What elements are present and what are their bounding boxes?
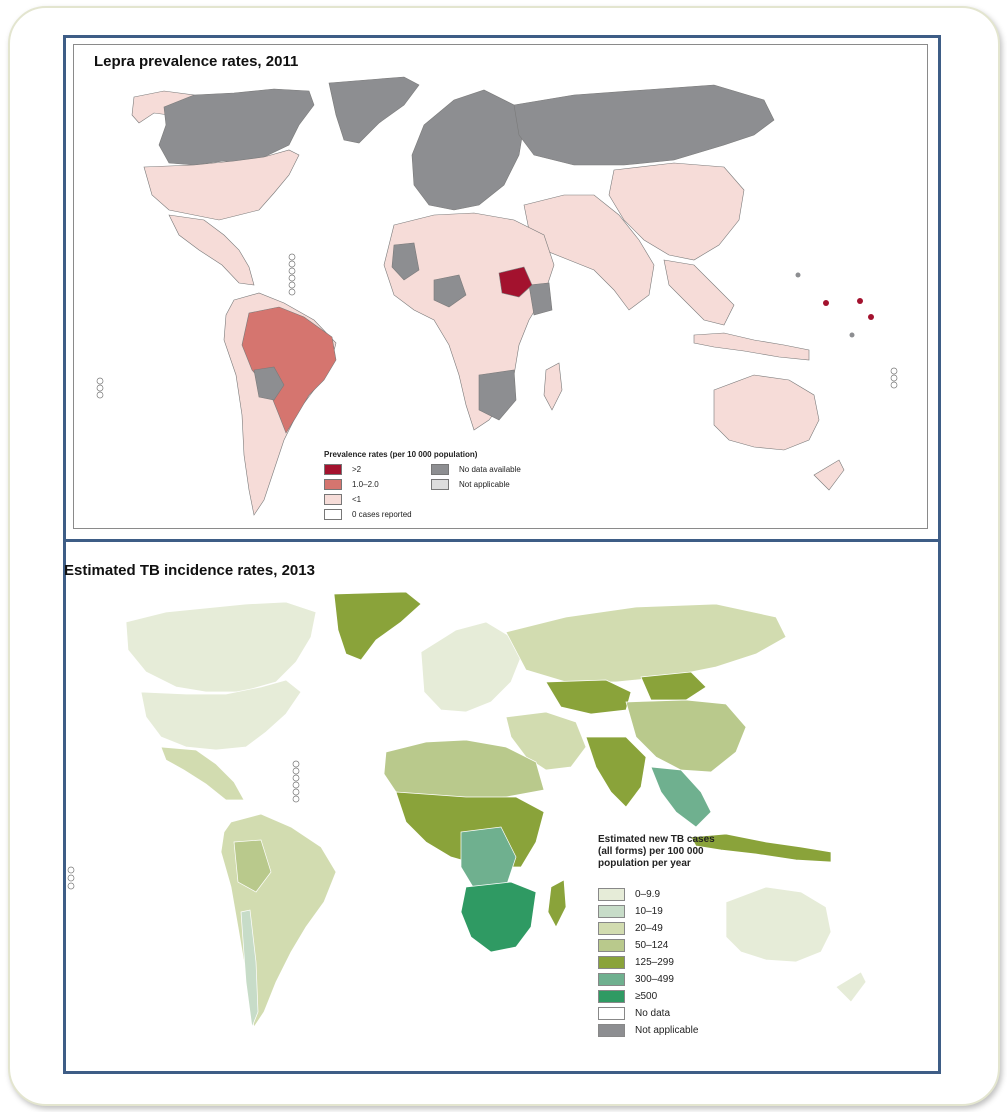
legend-swatch [598, 905, 625, 918]
chile-region [240, 909, 259, 1029]
mongolia-region [640, 671, 707, 701]
tb-world-map [67, 591, 867, 1029]
southern-africa-nodata [478, 369, 517, 421]
legend-swatch [598, 1024, 625, 1037]
tb-legend-item: 125–299 [598, 956, 674, 969]
legend-swatch [324, 494, 342, 505]
leprosy-map-title: Lepra prevalence rates, 2011 [94, 53, 299, 70]
tb-legend-item: 50–124 [598, 939, 668, 952]
pacific-island-1 [823, 300, 829, 306]
tb-legend-item: No data [598, 1007, 670, 1020]
bolivia-region [253, 366, 285, 401]
leprosy-legend-item: >2 [324, 464, 361, 475]
canada-region [158, 88, 315, 166]
southeast-asia-region [663, 259, 735, 326]
central-asia-region [545, 679, 632, 715]
tb-map-panel: Estimated TB incidence rates, 2013 Estim… [63, 539, 941, 1074]
madagascar-region [543, 362, 563, 411]
legend-swatch [431, 479, 449, 490]
greenland-region [333, 591, 422, 661]
east-africa-nodata [528, 282, 553, 316]
legend-swatch [324, 464, 342, 475]
indonesia-region [693, 332, 810, 361]
legend-swatch [598, 1007, 625, 1020]
leprosy-world-map [96, 76, 898, 516]
leprosy-legend-item: 0 cases reported [324, 509, 412, 520]
bolivia-peru-region [233, 839, 272, 893]
greenland-region [328, 76, 420, 144]
south-sudan-region [498, 266, 533, 298]
tb-legend-item: 0–9.9 [598, 888, 660, 901]
legend-swatch [324, 509, 342, 520]
leprosy-legend-item: No data available [431, 464, 521, 475]
leprosy-legend-title: Prevalence rates (per 10 000 population) [324, 450, 478, 459]
russia-region [513, 84, 775, 166]
leprosy-legend: Prevalence rates (per 10 000 population)… [324, 450, 624, 530]
europe-region [420, 621, 522, 713]
pacific-island-5 [849, 332, 855, 338]
leprosy-legend-item: 1.0–2.0 [324, 479, 379, 490]
pacific-island-3 [868, 314, 874, 320]
legend-swatch [324, 479, 342, 490]
legend-swatch [598, 973, 625, 986]
legend-swatch [598, 956, 625, 969]
legend-swatch [598, 922, 625, 935]
legend-swatch [598, 939, 625, 952]
southeast-asia-region [650, 766, 712, 828]
legend-swatch [598, 990, 625, 1003]
tb-legend-title: Estimated new TB cases (all forms) per 1… [598, 834, 715, 869]
australia-region [725, 886, 832, 963]
leprosy-map-panel: Lepra prevalence rates, 2011 Prevalence … [63, 35, 941, 542]
new-zealand-region [835, 971, 867, 1003]
india-region [585, 736, 647, 808]
north-america-north-region [125, 601, 317, 693]
middle-east-region [505, 711, 587, 771]
tb-legend: Estimated new TB cases (all forms) per 1… [598, 834, 798, 1037]
west-africa-nodata [391, 242, 420, 281]
china-region [608, 162, 745, 261]
tb-legend-item: 300–499 [598, 973, 674, 986]
legend-swatch [431, 464, 449, 475]
madagascar-region [547, 879, 567, 928]
new-zealand-region [813, 459, 845, 491]
mexico-region [160, 746, 245, 801]
north-africa-region [383, 739, 545, 801]
europe-region [411, 89, 525, 211]
usa-region [140, 679, 302, 751]
australia-region [713, 374, 820, 451]
leprosy-legend-item: Not applicable [431, 479, 510, 490]
legend-swatch [598, 888, 625, 901]
tb-map-title: Estimated TB incidence rates, 2013 [64, 562, 315, 579]
pacific-island-4 [795, 272, 801, 278]
tb-legend-item: ≥500 [598, 990, 657, 1003]
central-africa-nodata [433, 274, 467, 308]
china-region [625, 699, 747, 773]
mexico-region [168, 214, 255, 286]
pacific-island-2 [857, 298, 863, 304]
tb-legend-item: 20–49 [598, 922, 663, 935]
tb-legend-item: Not applicable [598, 1024, 698, 1037]
usa-region [143, 149, 300, 221]
leprosy-map-frame: Lepra prevalence rates, 2011 Prevalence … [73, 44, 928, 529]
tb-legend-item: 10–19 [598, 905, 663, 918]
southern-africa-region [460, 881, 537, 953]
russia-region [505, 603, 787, 683]
leprosy-legend-item: <1 [324, 494, 361, 505]
indonesia-region [690, 833, 832, 863]
